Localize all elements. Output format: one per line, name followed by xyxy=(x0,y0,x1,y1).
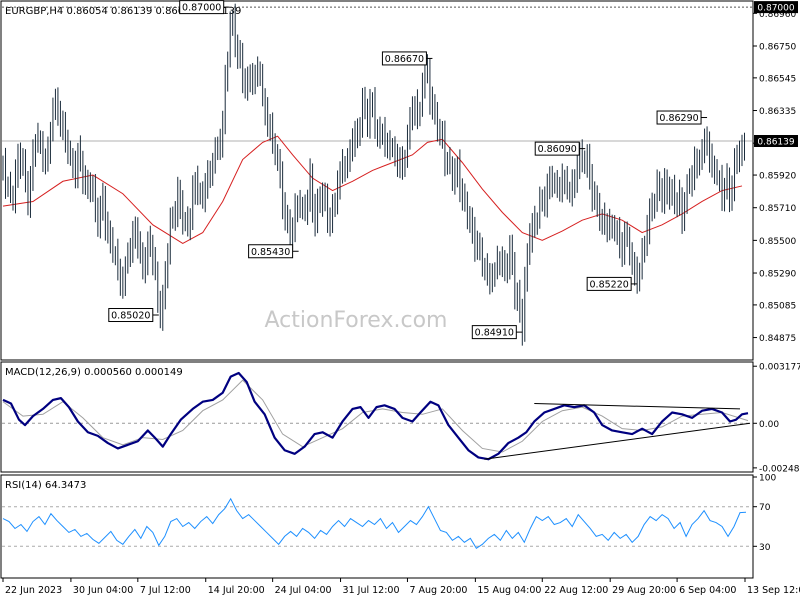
price-y-tick-label: 0.84875 xyxy=(759,334,796,344)
annotation-box xyxy=(381,51,427,66)
macd-series xyxy=(2,371,749,461)
x-tick-label: 22 Jun 2023 xyxy=(5,585,62,596)
reference-level-label: 0.87000 xyxy=(757,4,794,14)
macd-y-tick-label: 0.003177 xyxy=(759,363,800,373)
macd-main-line xyxy=(2,371,749,461)
macd-panel-frame xyxy=(0,361,754,473)
annotation-box xyxy=(108,308,154,323)
macd-trendline xyxy=(484,422,751,460)
price-y-tick-label: 0.85500 xyxy=(759,237,796,247)
x-tick-label: 15 Aug 04:00 xyxy=(477,585,541,596)
rsi-panel-frame xyxy=(0,474,754,579)
price-panel-header: EURGBP,H4 0.86054 0.86139 0.86013 0.8613… xyxy=(5,6,241,17)
annotation-box xyxy=(179,0,225,15)
macd-y-tick-label: 0.00 xyxy=(759,420,779,430)
x-tick-label: 13 Sep 12:00 xyxy=(747,585,800,596)
current-price-box xyxy=(754,135,798,148)
rsi-panel-header: RSI(14) 64.3473 xyxy=(5,480,86,491)
x-axis: 22 Jun 2023 30 Jun 04:00 7 Jul 12:00 14 Jul… xyxy=(2,578,800,596)
annotation-label: 0.85020 xyxy=(111,311,150,322)
macd-y-axis: 0.003177 0.00 -0.002482 xyxy=(2,363,800,474)
annotation-label: 0.87000 xyxy=(182,3,221,14)
price-y-tick-label: 0.86960 xyxy=(759,10,796,20)
annotation-label: 0.86090 xyxy=(538,144,577,155)
macd-trendlines xyxy=(484,403,751,460)
price-panel-frame xyxy=(0,0,754,361)
reference-level: 0.87000 xyxy=(2,1,798,14)
price-y-tick-label: 0.86335 xyxy=(759,107,796,117)
annotation-label: 0.85430 xyxy=(251,247,290,258)
price-y-tick-label: 0.85085 xyxy=(759,301,796,311)
x-tick-label: 6 Sep 04:00 xyxy=(679,585,736,596)
annotation-label: 0.86290 xyxy=(659,113,698,124)
macd-trendline xyxy=(534,403,741,410)
x-tick-label: 29 Aug 20:00 xyxy=(612,585,676,596)
macd-panel-header: MACD(12,26,9) 0.000560 0.000149 xyxy=(5,367,183,378)
current-price-label: 0.86139 xyxy=(757,138,794,148)
annotation-box xyxy=(656,110,702,125)
x-tick-label: 22 Aug 12:00 xyxy=(544,585,608,596)
rsi-series xyxy=(2,497,747,549)
price-y-tick-label: 0.86545 xyxy=(759,74,796,84)
rsi-y-tick-label: 100 xyxy=(759,474,776,484)
annotation-box xyxy=(586,276,632,291)
annotation-box xyxy=(471,325,517,340)
rsi-y-tick-label: 70 xyxy=(759,503,771,513)
price-series xyxy=(2,3,746,346)
annotation-label: 0.85220 xyxy=(590,279,629,290)
price-panel: EURGBP,H4 0.86054 0.86139 0.86013 0.8613… xyxy=(0,0,798,361)
macd-y-tick-label: -0.002482 xyxy=(759,464,800,474)
x-tick-label: 31 Jul 12:00 xyxy=(343,585,400,596)
annotation-label: 0.84910 xyxy=(475,328,514,339)
annotation-box xyxy=(248,244,294,259)
rsi-y-tick-label: 30 xyxy=(759,543,771,553)
reference-level-box xyxy=(754,1,798,14)
rsi-y-axis: 100 70 30 xyxy=(2,474,776,553)
x-tick-label: 14 Jul 20:00 xyxy=(208,585,265,596)
price-y-tick-label: 0.85710 xyxy=(759,204,796,214)
swing-annotations: 0.87000 0.86670 0.86290 0.86090 0.85430 0.852… xyxy=(108,0,708,340)
price-y-tick-label: 0.86750 xyxy=(759,42,796,52)
watermark: ActionForex.com xyxy=(265,308,448,333)
x-tick-label: 24 Jul 04:00 xyxy=(275,585,332,596)
x-tick-label: 7 Jul 12:00 xyxy=(140,585,191,596)
x-tick-label: 7 Aug 20:00 xyxy=(409,585,467,596)
rsi-panel: RSI(14) 64.3473 100 70 30 xyxy=(0,474,776,579)
x-tick-label: 30 Jun 04:00 xyxy=(73,585,133,596)
price-y-tick-label: 0.85920 xyxy=(759,172,796,182)
annotation-box xyxy=(534,141,580,156)
rsi-line xyxy=(2,497,747,549)
annotation-label: 0.86670 xyxy=(385,54,424,65)
price-y-tick-label: 0.85290 xyxy=(759,270,796,280)
macd-panel: MACD(12,26,9) 0.000560 0.000149 0.003177… xyxy=(0,361,800,474)
